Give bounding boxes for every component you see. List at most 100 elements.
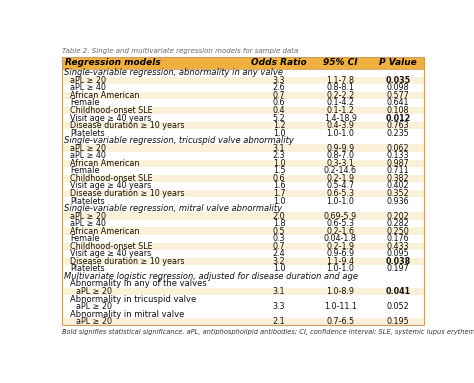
Text: Multivariate logistic regression, adjusted for disease duration and age: Multivariate logistic regression, adjust… — [64, 272, 358, 281]
Text: 1.0-1.0: 1.0-1.0 — [327, 129, 355, 137]
Text: 5.2: 5.2 — [273, 114, 285, 123]
Bar — [63, 99, 423, 107]
Text: 0.382: 0.382 — [387, 174, 410, 183]
Text: 1.2: 1.2 — [273, 121, 285, 130]
Bar — [63, 318, 423, 326]
Text: 2.1: 2.1 — [273, 317, 285, 326]
Bar — [63, 303, 423, 310]
Text: 0.041: 0.041 — [386, 287, 411, 296]
Bar — [63, 137, 423, 144]
Text: 0.202: 0.202 — [387, 212, 410, 221]
Bar — [63, 265, 423, 273]
Text: aPL ≥ 20: aPL ≥ 20 — [70, 212, 106, 221]
Text: 0.108: 0.108 — [387, 106, 410, 115]
Text: Female: Female — [70, 98, 100, 108]
Bar — [63, 212, 423, 220]
Text: 0.195: 0.195 — [387, 317, 410, 326]
Text: aPL ≥ 40: aPL ≥ 40 — [70, 219, 106, 228]
Text: Table 2. Single and multivariate regression models for sample data: Table 2. Single and multivariate regress… — [63, 47, 299, 54]
Text: 0.1-4.2: 0.1-4.2 — [327, 98, 355, 108]
Text: 0.035: 0.035 — [386, 76, 411, 85]
Text: 2.0: 2.0 — [273, 212, 285, 221]
Text: African American: African American — [70, 227, 139, 236]
Text: African American: African American — [70, 91, 139, 100]
Text: African American: African American — [70, 159, 139, 168]
Text: 1.1-9.4: 1.1-9.4 — [327, 257, 355, 266]
Text: aPL ≥ 20: aPL ≥ 20 — [70, 76, 106, 85]
Text: 3.1: 3.1 — [273, 287, 285, 296]
Bar — [63, 258, 423, 265]
Text: 0.038: 0.038 — [385, 257, 411, 266]
Text: 0.8-7.0: 0.8-7.0 — [327, 151, 355, 160]
Text: Single-variable regression, abnormality in any valve: Single-variable regression, abnormality … — [64, 68, 283, 77]
Text: 0.7: 0.7 — [273, 91, 285, 100]
Bar — [63, 167, 423, 175]
Text: 3.3: 3.3 — [273, 302, 285, 311]
Text: P Value: P Value — [379, 58, 417, 67]
Text: 0.5-4.7: 0.5-4.7 — [327, 182, 355, 190]
Text: Visit age ≥ 40 years: Visit age ≥ 40 years — [70, 182, 151, 190]
Bar — [63, 280, 423, 288]
Text: Disease duration ≥ 10 years: Disease duration ≥ 10 years — [70, 189, 184, 198]
Text: Visit age ≥ 40 years: Visit age ≥ 40 years — [70, 249, 151, 258]
Bar — [63, 92, 423, 99]
Text: 1.4-18.9: 1.4-18.9 — [324, 114, 357, 123]
Bar — [63, 69, 423, 77]
Text: 0.4-3.9: 0.4-3.9 — [327, 121, 355, 130]
Text: Platelets: Platelets — [70, 264, 105, 273]
Bar — [63, 242, 423, 250]
Text: 1.0-1.0: 1.0-1.0 — [327, 196, 355, 206]
Text: 0.3: 0.3 — [273, 234, 285, 243]
Text: 1.0-1.0: 1.0-1.0 — [327, 264, 355, 273]
Text: 0.577: 0.577 — [387, 91, 410, 100]
Text: aPL ≥ 20: aPL ≥ 20 — [76, 302, 112, 311]
Text: Female: Female — [70, 234, 100, 243]
Text: 1.0: 1.0 — [273, 196, 285, 206]
Bar — [63, 197, 423, 205]
Bar — [63, 122, 423, 129]
Text: 3.2: 3.2 — [273, 257, 285, 266]
Text: 0.282: 0.282 — [387, 219, 410, 228]
Text: 0.6-5.3: 0.6-5.3 — [327, 219, 355, 228]
Text: Abnormality in any of the valves: Abnormality in any of the valves — [70, 280, 207, 288]
Text: 0.2-1.6: 0.2-1.6 — [327, 227, 355, 236]
Bar — [63, 235, 423, 242]
Text: Platelets: Platelets — [70, 196, 105, 206]
Text: 0.235: 0.235 — [387, 129, 410, 137]
Text: 2.3: 2.3 — [273, 151, 285, 160]
Text: 0.2-1.9: 0.2-1.9 — [327, 242, 355, 251]
Bar — [63, 228, 423, 235]
Text: 0.711: 0.711 — [387, 166, 410, 175]
Text: 0.052: 0.052 — [387, 302, 410, 311]
Text: 0.9-9.9: 0.9-9.9 — [326, 144, 355, 153]
Text: Visit age ≥ 40 years: Visit age ≥ 40 years — [70, 114, 151, 123]
Text: 0.987: 0.987 — [387, 159, 410, 168]
Text: 0.6-5.3: 0.6-5.3 — [327, 189, 355, 198]
Bar — [63, 182, 423, 190]
Bar — [63, 84, 423, 92]
Bar — [63, 273, 423, 280]
Text: 0.936: 0.936 — [387, 196, 410, 206]
Text: Childhood-onset SLE: Childhood-onset SLE — [70, 242, 153, 251]
Text: 0.641: 0.641 — [387, 98, 410, 108]
Text: 0.2-2.2: 0.2-2.2 — [326, 91, 355, 100]
Text: 1.8: 1.8 — [273, 219, 285, 228]
Text: 0.9-6.9: 0.9-6.9 — [327, 249, 355, 258]
Bar — [63, 57, 423, 69]
Text: 0.6: 0.6 — [273, 174, 285, 183]
Text: Abnormality in tricuspid valve: Abnormality in tricuspid valve — [70, 295, 196, 304]
Text: 2.6: 2.6 — [273, 83, 285, 92]
Text: Abnormality in mitral valve: Abnormality in mitral valve — [70, 310, 184, 319]
Text: 1.0: 1.0 — [273, 159, 285, 168]
Bar — [63, 77, 423, 84]
Text: aPL ≥ 20: aPL ≥ 20 — [76, 317, 112, 326]
Text: Childhood-onset SLE: Childhood-onset SLE — [70, 174, 153, 183]
Text: Disease duration ≥ 10 years: Disease duration ≥ 10 years — [70, 257, 184, 266]
Text: 95% CI: 95% CI — [323, 58, 358, 67]
Text: 1.7: 1.7 — [273, 189, 285, 198]
Bar — [63, 144, 423, 152]
Text: aPL ≥ 40: aPL ≥ 40 — [70, 83, 106, 92]
Text: Regression models: Regression models — [64, 58, 160, 67]
Bar — [63, 160, 423, 167]
Text: Bold signifies statistical significance. aPL, antiphospholipid antibodies; CI, c: Bold signifies statistical significance.… — [63, 329, 474, 336]
